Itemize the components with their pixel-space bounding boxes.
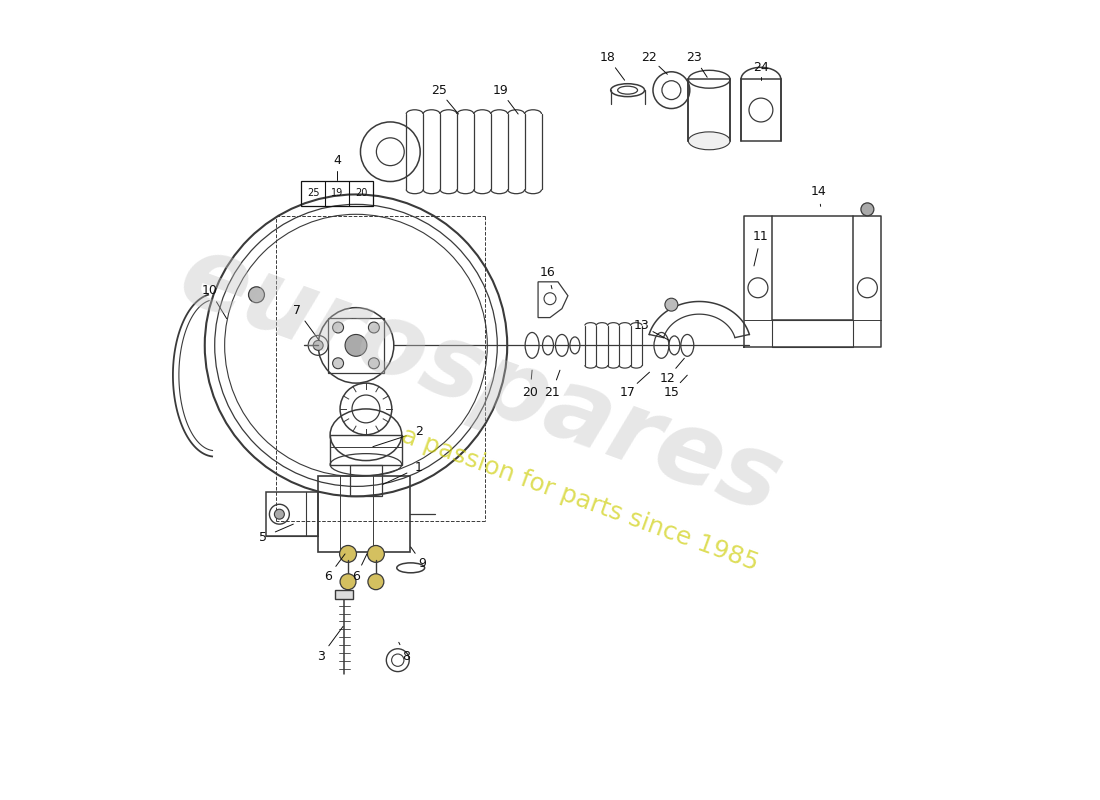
Circle shape bbox=[249, 287, 264, 302]
Text: 13: 13 bbox=[634, 319, 649, 332]
Text: 21: 21 bbox=[544, 386, 560, 398]
Bar bbox=[741, 79, 781, 141]
Text: 6: 6 bbox=[324, 570, 332, 583]
Bar bbox=[336, 590, 353, 598]
Text: 10: 10 bbox=[201, 284, 218, 298]
Text: 24: 24 bbox=[754, 61, 769, 74]
Text: 19: 19 bbox=[493, 84, 508, 97]
Circle shape bbox=[314, 341, 323, 350]
Text: 4: 4 bbox=[333, 154, 341, 167]
Text: 20: 20 bbox=[355, 189, 367, 198]
Ellipse shape bbox=[689, 132, 730, 150]
Text: a passion for parts since 1985: a passion for parts since 1985 bbox=[398, 423, 761, 575]
Text: 11: 11 bbox=[754, 230, 769, 242]
Text: 16: 16 bbox=[540, 266, 556, 279]
Text: 22: 22 bbox=[641, 51, 658, 64]
Text: 25: 25 bbox=[430, 84, 447, 97]
Circle shape bbox=[332, 322, 343, 333]
Text: 14: 14 bbox=[811, 185, 826, 198]
Text: 8: 8 bbox=[402, 650, 409, 662]
Circle shape bbox=[345, 334, 367, 356]
Circle shape bbox=[274, 510, 284, 519]
Bar bbox=[328, 318, 384, 373]
Text: 18: 18 bbox=[600, 51, 616, 64]
Circle shape bbox=[664, 298, 678, 311]
Text: 15: 15 bbox=[663, 386, 680, 398]
Bar bbox=[318, 477, 409, 552]
Bar bbox=[350, 465, 382, 496]
Circle shape bbox=[340, 574, 356, 590]
Text: 19: 19 bbox=[331, 189, 343, 198]
Text: 6: 6 bbox=[352, 570, 360, 583]
Circle shape bbox=[367, 546, 384, 562]
Bar bbox=[266, 492, 318, 536]
Bar bbox=[330, 434, 402, 465]
Text: 23: 23 bbox=[686, 51, 702, 64]
Bar bbox=[301, 181, 373, 206]
Text: 3: 3 bbox=[317, 650, 326, 662]
Circle shape bbox=[340, 546, 356, 562]
Text: eurospares: eurospares bbox=[166, 226, 794, 534]
Text: 20: 20 bbox=[522, 386, 538, 398]
Circle shape bbox=[367, 574, 384, 590]
Text: 17: 17 bbox=[619, 386, 636, 398]
Bar bbox=[772, 319, 854, 347]
Text: 7: 7 bbox=[294, 304, 301, 317]
Circle shape bbox=[861, 203, 873, 216]
Text: 9: 9 bbox=[419, 558, 427, 570]
Circle shape bbox=[368, 322, 379, 333]
Circle shape bbox=[332, 358, 343, 369]
Text: 2: 2 bbox=[415, 426, 422, 438]
Text: 12: 12 bbox=[660, 372, 675, 385]
Bar bbox=[689, 79, 730, 141]
Text: 25: 25 bbox=[307, 189, 319, 198]
Text: 5: 5 bbox=[260, 530, 267, 543]
Circle shape bbox=[368, 358, 379, 369]
Text: 1: 1 bbox=[415, 461, 422, 474]
